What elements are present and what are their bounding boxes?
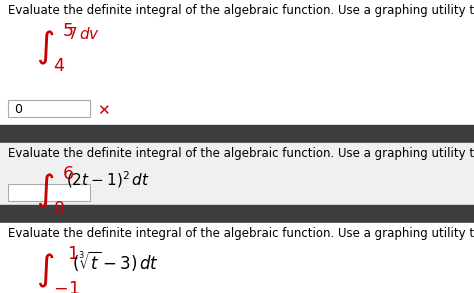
- Text: $7\,dv$: $7\,dv$: [67, 26, 100, 42]
- Text: $\int_{-1}^{\;\;1}$: $\int_{-1}^{\;\;1}$: [36, 245, 80, 293]
- Text: Evaluate the definite integral of the algebraic function. Use a graphing utility: Evaluate the definite integral of the al…: [8, 227, 474, 240]
- Text: Evaluate the definite integral of the algebraic function. Use a graphing utility: Evaluate the definite integral of the al…: [8, 4, 474, 17]
- Bar: [0, 125, 474, 143]
- Bar: [0, 0, 474, 125]
- Bar: [0, 143, 474, 205]
- Bar: [8, 184, 90, 201]
- Text: $\int_{4}^{\;5}$: $\int_{4}^{\;5}$: [36, 22, 74, 74]
- Bar: [0, 223, 474, 293]
- Text: Evaluate the definite integral of the algebraic function. Use a graphing utility: Evaluate the definite integral of the al…: [8, 147, 474, 160]
- Bar: [8, 100, 90, 117]
- Text: 0: 0: [14, 103, 22, 116]
- Text: $(2t-1)^2\,dt$: $(2t-1)^2\,dt$: [66, 169, 150, 190]
- Bar: [0, 205, 474, 223]
- Text: $(\sqrt[3]{t}-3)\,dt$: $(\sqrt[3]{t}-3)\,dt$: [72, 249, 159, 273]
- Text: $\int_{0}^{\;6}$: $\int_{0}^{\;6}$: [36, 165, 74, 217]
- Text: ✕: ✕: [97, 103, 110, 118]
